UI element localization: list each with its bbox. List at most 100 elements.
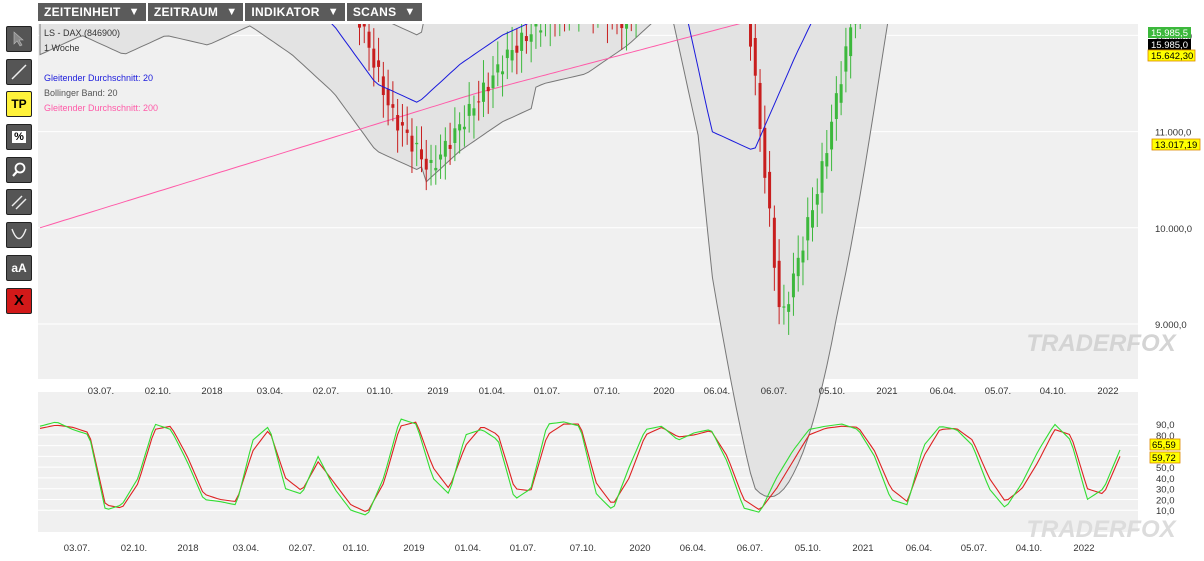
candle-body bbox=[840, 84, 843, 103]
tp-tool-button[interactable]: TP bbox=[6, 91, 32, 117]
price-axis-labels: 9.000,010.000,011.000,012.000,013.000,01… bbox=[1155, 24, 1192, 331]
candle-body bbox=[830, 122, 833, 150]
menu-zeiteinheit[interactable]: ZEITEINHEIT▼ bbox=[38, 3, 146, 21]
price-label-ma200: 13.017,19 bbox=[1152, 139, 1200, 151]
candle-body bbox=[520, 33, 523, 51]
time-tick-label: 02.07. bbox=[313, 386, 339, 397]
price-panel-bg bbox=[38, 24, 1138, 379]
candle-body bbox=[439, 155, 442, 160]
time-tick-label: 03.04. bbox=[257, 386, 283, 397]
candle-body bbox=[387, 89, 390, 105]
candle-body bbox=[425, 159, 428, 170]
text-tool-button[interactable]: aA bbox=[6, 255, 32, 281]
chart-timeframe: 1 Woche bbox=[44, 43, 79, 53]
candle-body bbox=[406, 130, 409, 133]
percent-tool-button[interactable]: % bbox=[6, 124, 32, 150]
delete-tool-button[interactable]: X bbox=[6, 288, 32, 314]
candle-body bbox=[835, 93, 838, 119]
time-tick-label: 02.10. bbox=[121, 543, 147, 554]
top-menubar: ZEITEINHEIT▼ ZEITRAUM▼ INDIKATOR▼ SCANS ▼ bbox=[38, 3, 422, 21]
time-tick-label: 05.10. bbox=[795, 543, 821, 554]
time-tick-label: 04.10. bbox=[1016, 543, 1042, 554]
price-label-bb: 15.642,30 bbox=[1148, 50, 1195, 62]
price-label-ma200-text: 13.017,19 bbox=[1155, 140, 1197, 151]
arc-tool-button[interactable] bbox=[6, 222, 32, 248]
caret-down-icon: ▼ bbox=[404, 6, 415, 18]
indicator-label-ma20[interactable]: Gleitender Durchschnitt: 20 bbox=[44, 73, 153, 83]
time-tick-label: 2021 bbox=[852, 543, 873, 554]
time-tick-label: 01.07. bbox=[534, 386, 560, 397]
search-tool-button[interactable] bbox=[6, 157, 32, 183]
chart-svg[interactable]: TRADERFOX TRADERFOX 9.000,010.000,011.00… bbox=[38, 24, 1204, 556]
cursor-tool-button[interactable] bbox=[6, 26, 32, 52]
price-label-high-text: 15.985,5 bbox=[1151, 28, 1188, 39]
candle-body bbox=[768, 172, 771, 209]
price-label-high: 15.985,5 bbox=[1148, 27, 1191, 39]
candle-body bbox=[778, 261, 781, 307]
oscillator-tick-label: 40,0 bbox=[1156, 474, 1175, 485]
menu-indikator[interactable]: INDIKATOR▼ bbox=[245, 3, 344, 21]
time-tick-label: 2019 bbox=[427, 386, 448, 397]
tp-icon: TP bbox=[11, 97, 26, 111]
candle-body bbox=[811, 210, 814, 227]
candle-body bbox=[816, 194, 819, 205]
time-tick-label: 02.10. bbox=[145, 386, 171, 397]
time-tick-label: 2018 bbox=[201, 386, 222, 397]
candle-body bbox=[792, 274, 795, 298]
candle-body bbox=[754, 38, 757, 76]
cursor-icon bbox=[11, 30, 27, 48]
candle-body bbox=[368, 32, 371, 48]
candle-body bbox=[410, 136, 413, 152]
line-icon bbox=[10, 63, 28, 81]
price-tick-label: 10.000,0 bbox=[1155, 224, 1192, 235]
candle-body bbox=[625, 24, 628, 29]
time-tick-label: 07.10. bbox=[570, 543, 596, 554]
candle-body bbox=[759, 83, 762, 129]
text-icon: aA bbox=[11, 261, 26, 275]
candle-body bbox=[849, 27, 852, 56]
candle-body bbox=[620, 24, 623, 28]
candle-body bbox=[501, 71, 504, 74]
oscillator-panel-bg bbox=[38, 392, 1138, 532]
candle-body bbox=[472, 108, 475, 115]
indicator-label-bollinger[interactable]: Bollinger Band: 20 bbox=[44, 88, 118, 98]
parallel-tool-button[interactable] bbox=[6, 189, 32, 215]
candle-body bbox=[773, 218, 776, 268]
menu-scans[interactable]: SCANS ▼ bbox=[347, 3, 422, 21]
candle-body bbox=[511, 50, 514, 60]
candle-body bbox=[487, 87, 490, 91]
candle-body bbox=[515, 46, 518, 53]
chart-title: LS - DAX (846900) bbox=[44, 28, 120, 38]
osc-label-k-text: 65,59 bbox=[1152, 440, 1176, 451]
candle-body bbox=[763, 128, 766, 178]
time-tick-label: 2022 bbox=[1097, 386, 1118, 397]
oscillator-axis-labels: 10,020,030,040,050,060,070,080,090,0 bbox=[1156, 420, 1175, 517]
time-tick-label: 2020 bbox=[629, 543, 650, 554]
menu-zeitraum[interactable]: ZEITRAUM▼ bbox=[148, 3, 244, 21]
time-tick-label: 05.07. bbox=[985, 386, 1011, 397]
candle-body bbox=[396, 115, 399, 130]
time-tick-label: 05.10. bbox=[819, 386, 845, 397]
candle-body bbox=[449, 145, 452, 149]
price-label-bb-text: 15.642,30 bbox=[1151, 51, 1193, 62]
time-tick-label: 01.04. bbox=[479, 386, 505, 397]
price-tick-label: 11.000,0 bbox=[1155, 128, 1191, 139]
line-tool-button[interactable] bbox=[6, 59, 32, 85]
candle-body bbox=[444, 141, 447, 157]
candle-body bbox=[458, 124, 461, 130]
indicator-label-ma200[interactable]: Gleitender Durchschnitt: 200 bbox=[44, 103, 158, 113]
menu-label: SCANS bbox=[353, 5, 397, 19]
candle-body bbox=[415, 143, 418, 144]
candle-body bbox=[492, 75, 495, 88]
candle-body bbox=[363, 24, 366, 26]
caret-down-icon: ▼ bbox=[328, 6, 339, 18]
oscillator-tick-label: 90,0 bbox=[1156, 420, 1175, 431]
time-tick-label: 2018 bbox=[177, 543, 198, 554]
time-tick-label: 01.07. bbox=[510, 543, 536, 554]
oscillator-tick-label: 10,0 bbox=[1156, 506, 1175, 517]
watermark: TRADERFOX bbox=[1026, 330, 1177, 357]
candle-body bbox=[801, 251, 804, 263]
time-tick-label: 01.04. bbox=[455, 543, 481, 554]
